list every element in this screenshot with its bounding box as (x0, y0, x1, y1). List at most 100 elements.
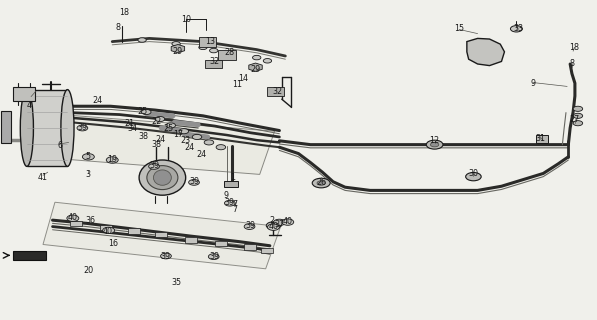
Circle shape (266, 222, 281, 229)
Circle shape (224, 200, 235, 206)
Circle shape (510, 26, 522, 32)
Text: 21: 21 (125, 119, 134, 128)
Circle shape (430, 142, 439, 147)
Text: 8: 8 (570, 60, 574, 68)
Text: 11: 11 (232, 80, 242, 89)
Bar (244, 244, 256, 250)
Text: 26: 26 (316, 178, 326, 187)
Circle shape (426, 140, 443, 149)
Text: 23: 23 (180, 136, 190, 145)
Circle shape (282, 219, 294, 225)
Circle shape (273, 219, 285, 226)
Circle shape (155, 116, 165, 122)
Bar (1, 111, 11, 143)
Circle shape (166, 123, 176, 128)
Bar (224, 181, 238, 187)
Bar (185, 237, 197, 243)
Text: 35: 35 (171, 278, 181, 287)
Text: 9: 9 (531, 79, 536, 88)
Bar (27, 90, 67, 166)
Circle shape (149, 164, 159, 169)
Text: 6: 6 (57, 141, 62, 150)
Text: 4: 4 (26, 101, 31, 110)
Text: 33: 33 (513, 24, 523, 33)
Text: 17: 17 (173, 130, 183, 139)
Text: 24: 24 (185, 143, 195, 152)
Polygon shape (249, 63, 262, 71)
Text: 24: 24 (93, 96, 102, 105)
Text: 20: 20 (84, 266, 93, 275)
Text: 32: 32 (210, 57, 220, 66)
Bar (13, 251, 46, 260)
Ellipse shape (139, 160, 186, 195)
Text: 32: 32 (273, 87, 282, 96)
Text: 39: 39 (78, 124, 87, 132)
Circle shape (199, 45, 207, 50)
Circle shape (317, 181, 325, 185)
Text: 19: 19 (107, 156, 117, 164)
Bar (218, 50, 236, 60)
Text: 10: 10 (181, 15, 191, 24)
Circle shape (466, 172, 481, 181)
Circle shape (179, 129, 189, 134)
Text: 40: 40 (283, 217, 293, 226)
Text: 40: 40 (269, 222, 278, 231)
Text: 15: 15 (454, 24, 464, 33)
Bar (128, 228, 140, 234)
Polygon shape (467, 38, 504, 66)
Circle shape (573, 106, 583, 111)
Circle shape (172, 42, 180, 46)
Text: 13: 13 (205, 37, 215, 46)
Circle shape (263, 59, 272, 63)
Polygon shape (55, 115, 275, 174)
Text: 27: 27 (570, 116, 580, 124)
Text: 34: 34 (128, 124, 137, 133)
Text: 9: 9 (223, 191, 228, 200)
Text: 29: 29 (173, 47, 183, 56)
Circle shape (216, 145, 226, 150)
Text: 37: 37 (275, 220, 284, 229)
Text: 39: 39 (246, 221, 256, 230)
Text: 39: 39 (210, 252, 220, 261)
Circle shape (106, 157, 118, 163)
Text: 7: 7 (232, 200, 237, 209)
Text: 7: 7 (232, 205, 237, 214)
Text: 25: 25 (137, 108, 147, 116)
Text: 2: 2 (269, 216, 274, 225)
Circle shape (220, 52, 229, 56)
Text: 39: 39 (225, 198, 235, 207)
Circle shape (77, 125, 88, 131)
Bar (205, 60, 222, 68)
Ellipse shape (153, 170, 171, 185)
Circle shape (312, 178, 330, 188)
Text: 36: 36 (86, 216, 96, 225)
Circle shape (82, 154, 94, 160)
Text: 12: 12 (430, 136, 439, 145)
Text: 14: 14 (239, 74, 248, 83)
Text: 38: 38 (139, 132, 148, 141)
Text: 29: 29 (250, 65, 261, 74)
Circle shape (244, 224, 255, 229)
Text: 39: 39 (189, 177, 199, 186)
Text: 40: 40 (103, 227, 112, 236)
Ellipse shape (147, 166, 178, 189)
Bar (215, 241, 227, 246)
Bar (70, 221, 82, 226)
Circle shape (204, 140, 214, 145)
Bar (267, 87, 284, 96)
Text: 5: 5 (86, 152, 91, 161)
Circle shape (267, 224, 279, 230)
Ellipse shape (61, 90, 74, 166)
Text: 24: 24 (155, 135, 165, 144)
Bar (199, 37, 216, 47)
Text: 39: 39 (161, 252, 171, 261)
Text: 38: 38 (152, 140, 161, 149)
Circle shape (141, 109, 151, 115)
Text: 22: 22 (151, 117, 162, 126)
Text: 8: 8 (116, 23, 121, 32)
Circle shape (138, 38, 146, 42)
Circle shape (208, 254, 219, 260)
Circle shape (573, 113, 583, 118)
Text: 28: 28 (225, 48, 235, 57)
Text: 31: 31 (536, 134, 545, 143)
